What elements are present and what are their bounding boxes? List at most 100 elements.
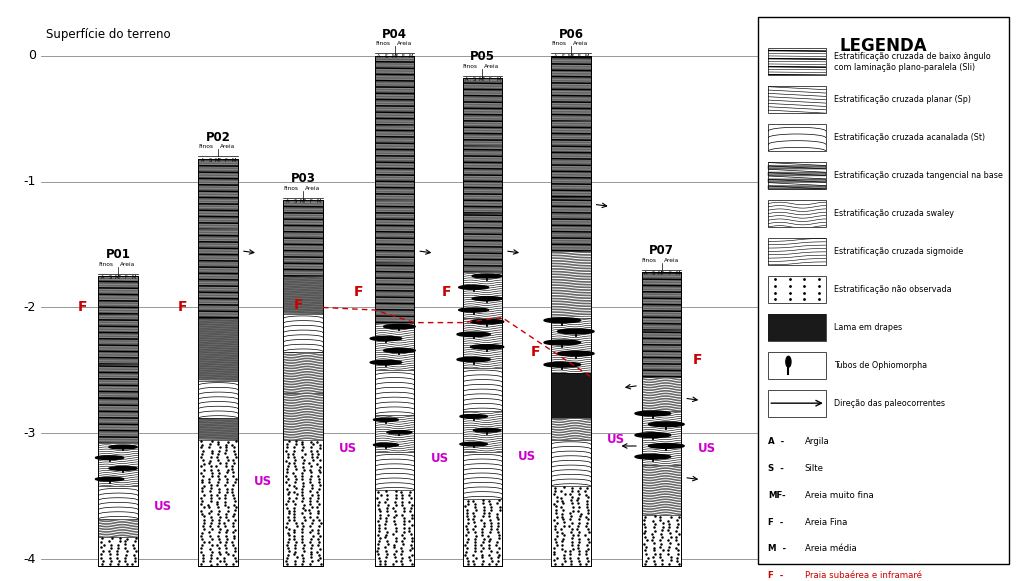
Text: A: A: [377, 55, 381, 59]
Bar: [98, 364, 138, 398]
Text: A  -: A -: [768, 437, 784, 446]
Bar: [375, 125, 415, 200]
Text: A: A: [554, 55, 557, 59]
Text: US: US: [155, 500, 172, 513]
Text: F: F: [354, 285, 364, 299]
Bar: [375, 371, 415, 414]
Circle shape: [459, 285, 488, 289]
Text: F: F: [488, 77, 492, 82]
Circle shape: [95, 456, 124, 460]
Bar: [375, 263, 415, 322]
Text: Areia: Areia: [664, 258, 679, 263]
Text: MF: MF: [115, 275, 122, 280]
Bar: [463, 411, 502, 452]
Text: P05: P05: [470, 50, 495, 63]
Bar: [375, 56, 415, 565]
Text: S  -: S -: [768, 464, 784, 473]
Bar: [98, 276, 138, 314]
Text: MF: MF: [215, 157, 222, 163]
Circle shape: [635, 454, 671, 459]
Text: F: F: [530, 345, 540, 358]
Circle shape: [648, 443, 684, 449]
Bar: [551, 197, 591, 251]
Bar: [463, 452, 502, 499]
Bar: [284, 352, 323, 393]
Text: P02: P02: [206, 131, 230, 144]
Text: Finos: Finos: [463, 64, 477, 69]
Text: Finos: Finos: [375, 41, 390, 46]
Circle shape: [459, 308, 488, 312]
Circle shape: [457, 332, 490, 336]
Bar: [551, 56, 591, 565]
Bar: [463, 368, 502, 411]
Circle shape: [95, 477, 124, 481]
Bar: [98, 519, 138, 537]
Text: A: A: [201, 157, 204, 163]
Bar: [642, 272, 681, 330]
Bar: [768, 352, 825, 379]
Bar: [199, 229, 238, 318]
Text: S: S: [652, 271, 655, 276]
Bar: [463, 78, 502, 565]
Bar: [98, 276, 138, 565]
Text: -4: -4: [24, 553, 36, 566]
Circle shape: [648, 422, 684, 426]
Bar: [463, 272, 502, 318]
Circle shape: [370, 336, 401, 340]
Text: M: M: [585, 55, 589, 59]
Bar: [642, 330, 681, 376]
Text: A: A: [465, 77, 468, 82]
Text: Areia: Areia: [120, 261, 135, 267]
Circle shape: [473, 428, 501, 432]
Text: F: F: [178, 300, 187, 314]
Text: Estratificação cruzada planar (Sp): Estratificação cruzada planar (Sp): [834, 95, 971, 104]
Circle shape: [387, 431, 412, 434]
Text: S: S: [109, 275, 112, 280]
Bar: [98, 314, 138, 364]
Text: F: F: [668, 271, 671, 276]
Text: S: S: [294, 199, 297, 204]
Text: MF: MF: [567, 55, 574, 59]
Bar: [98, 486, 138, 519]
Bar: [199, 318, 238, 381]
Bar: [768, 162, 825, 189]
Bar: [375, 56, 415, 565]
Text: M: M: [316, 199, 322, 204]
Bar: [642, 515, 681, 565]
Bar: [284, 200, 323, 276]
Text: MF-: MF-: [768, 491, 786, 500]
Circle shape: [370, 360, 401, 364]
Bar: [768, 124, 825, 151]
Polygon shape: [768, 179, 825, 182]
Bar: [551, 418, 591, 440]
Bar: [551, 373, 591, 418]
Text: MF: MF: [300, 199, 307, 204]
Circle shape: [460, 415, 487, 418]
Text: Estratificação não observada: Estratificação não observada: [834, 285, 951, 294]
Circle shape: [544, 340, 581, 345]
Text: -1: -1: [24, 175, 36, 188]
Circle shape: [384, 324, 415, 329]
Text: Finos: Finos: [284, 186, 298, 191]
Text: US: US: [254, 475, 272, 487]
Polygon shape: [768, 166, 825, 169]
Text: A: A: [644, 271, 647, 276]
Text: US: US: [607, 433, 625, 446]
Bar: [375, 414, 415, 452]
Text: F: F: [309, 199, 312, 204]
Circle shape: [544, 362, 581, 367]
Bar: [463, 78, 502, 146]
Text: S: S: [209, 157, 212, 163]
Text: Finos: Finos: [551, 41, 566, 46]
Bar: [768, 276, 825, 303]
Text: P06: P06: [558, 27, 584, 41]
Text: Estratificação cruzada tangencial na base: Estratificação cruzada tangencial na bas…: [834, 171, 1002, 180]
Bar: [551, 251, 591, 318]
Text: A: A: [286, 199, 289, 204]
Text: Areia: Areia: [396, 41, 412, 46]
Text: Estratificação cruzada acanalada (St): Estratificação cruzada acanalada (St): [834, 133, 985, 142]
Bar: [284, 393, 323, 440]
Text: -2: -2: [24, 301, 36, 314]
Text: F  -: F -: [768, 518, 783, 526]
Text: Areia muito fina: Areia muito fina: [805, 491, 873, 500]
